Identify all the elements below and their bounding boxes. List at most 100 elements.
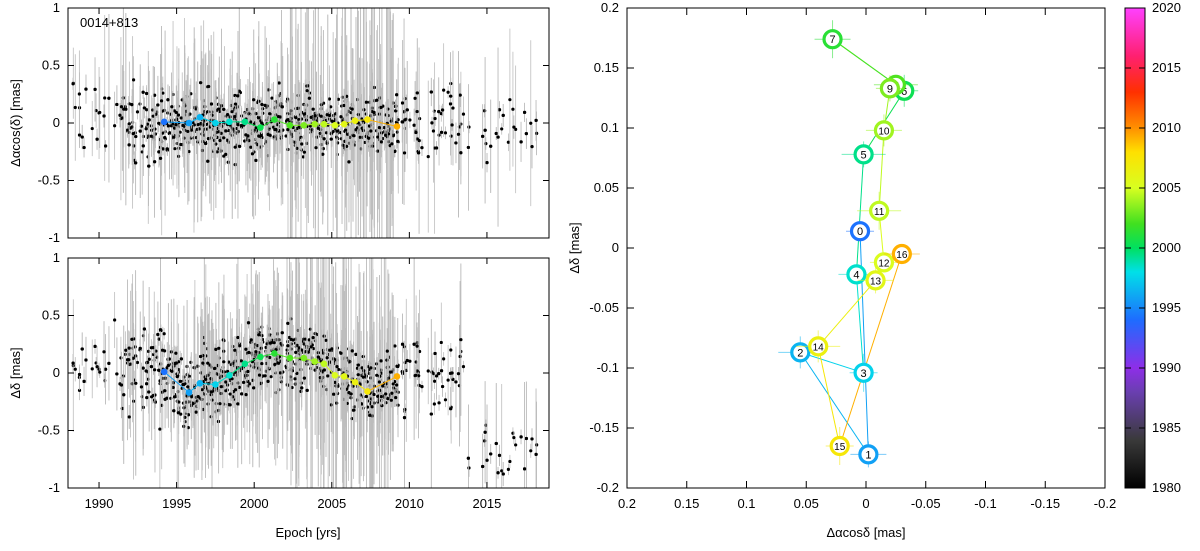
bottom-session-point <box>440 341 443 344</box>
top-session-point <box>444 131 447 134</box>
bottom-session-point <box>512 436 515 439</box>
top-session-point <box>258 135 261 138</box>
bottom-session-point <box>194 411 197 414</box>
top-session-point <box>236 94 239 97</box>
top-session-point <box>270 96 273 99</box>
bottom-session-point <box>170 350 173 353</box>
bottom-session-point <box>350 417 353 420</box>
top-session-point <box>440 131 443 134</box>
top-y-tick-label: -1 <box>48 230 60 245</box>
top-session-point <box>309 116 312 119</box>
top-session-point <box>508 98 511 101</box>
top-session-point <box>450 123 453 126</box>
bottom-session-point <box>467 466 470 469</box>
top-session-point <box>104 144 107 147</box>
source-annotation: 0014+813 <box>80 15 138 30</box>
bottom-session-point <box>97 368 100 371</box>
top-session-point <box>233 115 236 118</box>
top-session-point <box>529 122 532 125</box>
top-session-point <box>451 106 454 109</box>
top-session-point <box>467 125 470 128</box>
top-session-point <box>150 135 153 138</box>
top-session-point <box>177 113 180 116</box>
top-session-point <box>326 113 329 116</box>
top-session-point <box>454 141 457 144</box>
top-session-point <box>420 146 423 149</box>
top-session-point <box>512 126 515 129</box>
top-session-point <box>281 105 284 108</box>
bottom-session-point <box>440 369 443 372</box>
top-session-point <box>72 82 75 85</box>
bottom-session-point <box>147 350 150 353</box>
top-session-point <box>267 88 270 91</box>
top-session-point <box>303 151 306 154</box>
bottom-session-point <box>413 343 416 346</box>
top-session-point <box>427 155 430 158</box>
bottom-session-point <box>442 357 445 360</box>
top-session-point <box>142 144 145 147</box>
top-session-point <box>335 135 338 138</box>
top-session-point <box>84 88 87 91</box>
top-y-tick-label: 1 <box>53 0 60 15</box>
bottom-session-point <box>441 385 444 388</box>
bottom-session-point <box>303 377 306 380</box>
top-session-point <box>326 142 329 145</box>
top-session-point <box>408 118 411 121</box>
top-session-point <box>335 130 338 133</box>
top-session-point <box>306 89 309 92</box>
top-session-point <box>143 106 146 109</box>
bottom-session-point <box>247 351 250 354</box>
top-session-point <box>252 98 255 101</box>
top-session-point <box>236 123 239 126</box>
top-session-point <box>403 118 406 121</box>
top-session-point <box>286 118 289 121</box>
bottom-session-scatter <box>72 180 539 546</box>
top-session-point <box>179 143 182 146</box>
bottom-session-point <box>427 369 430 372</box>
top-session-point <box>222 136 225 139</box>
top-session-point <box>166 147 169 150</box>
top-session-point <box>170 105 173 108</box>
top-session-point <box>147 165 150 168</box>
top-session-point <box>378 126 381 129</box>
top-session-point <box>379 106 382 109</box>
top-session-point <box>206 123 209 126</box>
top-session-point <box>113 124 116 127</box>
top-session-point <box>459 93 462 96</box>
top-session-point <box>535 132 538 135</box>
top-annual-mean-point <box>364 116 371 123</box>
top-session-point <box>286 128 289 131</box>
bottom-session-point <box>498 454 501 457</box>
top-session-point <box>122 108 125 111</box>
top-session-point <box>442 89 445 92</box>
top-session-point <box>372 111 375 114</box>
top-session-point <box>396 131 399 134</box>
top-session-point <box>199 81 202 84</box>
top-session-point <box>180 116 183 119</box>
bottom-session-point <box>163 332 166 335</box>
top-session-point <box>435 146 438 149</box>
top-session-point <box>320 115 323 118</box>
bottom-session-point <box>433 402 436 405</box>
top-session-point <box>450 135 453 138</box>
bottom-session-point <box>169 397 172 400</box>
bottom-session-point <box>113 318 116 321</box>
bottom-session-point <box>502 472 505 475</box>
top-session-point <box>196 140 199 143</box>
top-session-point <box>74 106 77 109</box>
top-session-point <box>495 132 498 135</box>
top-session-point <box>406 108 409 111</box>
bottom-session-point <box>246 380 249 383</box>
top-session-point <box>91 127 94 130</box>
top-y-tick-label: 0.5 <box>42 58 60 73</box>
top-left-panel: -1-0.500.51 0014+813 Δαcos(δ) [mas] <box>8 0 549 296</box>
top-session-point <box>128 122 131 125</box>
top-session-point <box>314 146 317 149</box>
top-session-point <box>484 142 487 145</box>
top-annual-mean-point <box>197 114 204 121</box>
top-annual-mean-point <box>311 121 318 128</box>
top-annual-mean-point <box>257 124 264 131</box>
top-session-point <box>414 131 417 134</box>
top-session-point <box>414 97 417 100</box>
